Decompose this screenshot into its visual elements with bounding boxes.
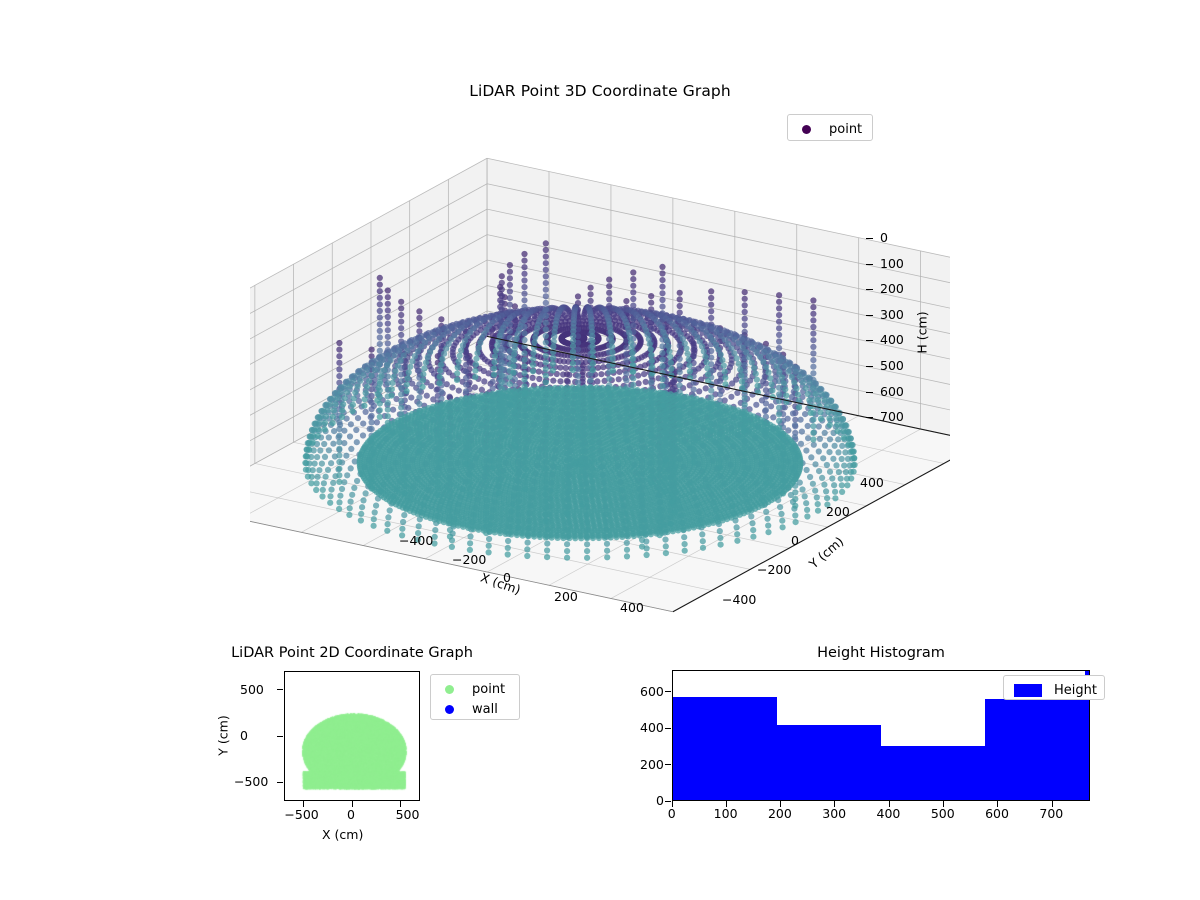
point-marker-icon <box>445 685 454 694</box>
plot3d-ztick: 600 <box>880 384 904 399</box>
plot2d-title: LiDAR Point 2D Coordinate Graph <box>209 645 495 661</box>
histogram-tickmark <box>889 801 890 807</box>
histogram-ytick: 200 <box>640 757 664 772</box>
plot3d-ztickmark <box>866 340 873 341</box>
plot3d-ztick: 100 <box>880 256 904 271</box>
histogram-xtick: 0 <box>668 806 676 821</box>
plot2d-tickmark <box>400 801 401 807</box>
histogram-tickmark <box>672 801 673 807</box>
plot3d-xtick: −400 <box>399 533 433 548</box>
histogram-bar <box>881 746 985 800</box>
plot3d-ztickmark <box>866 264 873 265</box>
plot2d-ytick: −500 <box>234 774 268 789</box>
legend-label-wall: wall <box>472 702 498 717</box>
plot3d-ztickmark <box>866 238 873 239</box>
histogram-tickmark <box>1052 801 1053 807</box>
plot3d-ytick: 400 <box>860 475 884 490</box>
histogram-tickmark <box>943 801 944 807</box>
wall-marker-icon <box>445 705 454 714</box>
legend-item-wall: wall <box>439 699 511 719</box>
plot3d-ztickmark <box>866 366 873 367</box>
plot3d-title: LiDAR Point 3D Coordinate Graph <box>0 82 1200 100</box>
histogram-tickmark <box>780 801 781 807</box>
histogram-xtick: 500 <box>931 806 955 821</box>
legend-label-point: point <box>472 682 505 697</box>
histogram-xtick: 700 <box>1039 806 1063 821</box>
plot2d-ytick: 500 <box>240 682 264 697</box>
histogram-ytick: 400 <box>640 720 664 735</box>
histogram-bar <box>777 725 881 800</box>
plot2d-tickmark <box>277 782 283 783</box>
histogram-title: Height Histogram <box>672 645 1090 661</box>
plot2d-tickmark <box>277 689 283 690</box>
plot3d-ztick: 700 <box>880 409 904 424</box>
histogram-xtick: 200 <box>768 806 792 821</box>
plot3d-ytick: 0 <box>791 533 799 548</box>
histogram-legend: Height <box>1003 675 1105 700</box>
plot2d-xtick: 500 <box>396 807 420 822</box>
plot3d-ytick: 200 <box>826 504 850 519</box>
plot2d-xtick: −500 <box>284 807 318 822</box>
histogram-tickmark <box>665 691 671 692</box>
plot3d-ztick: 400 <box>880 332 904 347</box>
plot2d-tickmark <box>352 801 353 807</box>
histogram-xtick: 600 <box>985 806 1009 821</box>
histogram-xtick: 300 <box>822 806 846 821</box>
histogram-tickmark <box>665 801 671 802</box>
plot2d-tickmark <box>303 801 304 807</box>
plot3d-ztickmark <box>866 289 873 290</box>
plot3d-ztickmark <box>866 315 873 316</box>
height-swatch-icon <box>1014 684 1042 697</box>
plot3d-ytick: −400 <box>722 592 756 607</box>
legend-label-height: Height <box>1054 683 1097 698</box>
histogram-bar <box>673 697 777 800</box>
plot2d-ytick: 0 <box>240 728 248 743</box>
histogram-xtick: 100 <box>714 806 738 821</box>
plot3d-ztickmark <box>866 392 873 393</box>
plot3d-ztickmark <box>866 417 873 418</box>
plot3d-axes[interactable] <box>250 130 950 640</box>
plot3d-xtick: 400 <box>620 600 644 615</box>
histogram-tickmark <box>726 801 727 807</box>
histogram-ytick: 0 <box>656 793 664 808</box>
histogram-xtick: 400 <box>877 806 901 821</box>
plot3d-ztick: 300 <box>880 307 904 322</box>
plot2d-legend: point wall <box>430 674 520 720</box>
plot3d-zlabel: H (cm) <box>915 311 930 353</box>
histogram-tickmark <box>665 764 671 765</box>
histogram-tickmark <box>997 801 998 807</box>
plot3d-ytick: −200 <box>757 562 791 577</box>
legend-item-height: Height <box>1012 680 1096 700</box>
plot2d-axes[interactable] <box>284 671 420 801</box>
plot2d-tickmark <box>277 736 283 737</box>
plot3d-ztick: 500 <box>880 358 904 373</box>
plot3d-ztick: 0 <box>880 230 888 245</box>
histogram-tickmark <box>834 801 835 807</box>
histogram-tickmark <box>665 728 671 729</box>
plot2d-xlabel: X (cm) <box>322 827 363 842</box>
histogram-bar <box>985 699 1085 800</box>
plot3d-ztick: 200 <box>880 281 904 296</box>
plot2d-xtick: 0 <box>347 807 355 822</box>
legend-item-point: point <box>439 679 511 699</box>
plot3d-xtick: −200 <box>452 552 486 567</box>
matplotlib-figure: LiDAR Point 3D Coordinate Graph point 0 1… <box>0 0 1200 900</box>
plot3d-xtick: 200 <box>554 589 578 604</box>
plot2d-ylabel: Y (cm) <box>216 715 231 755</box>
histogram-ytick: 600 <box>640 684 664 699</box>
